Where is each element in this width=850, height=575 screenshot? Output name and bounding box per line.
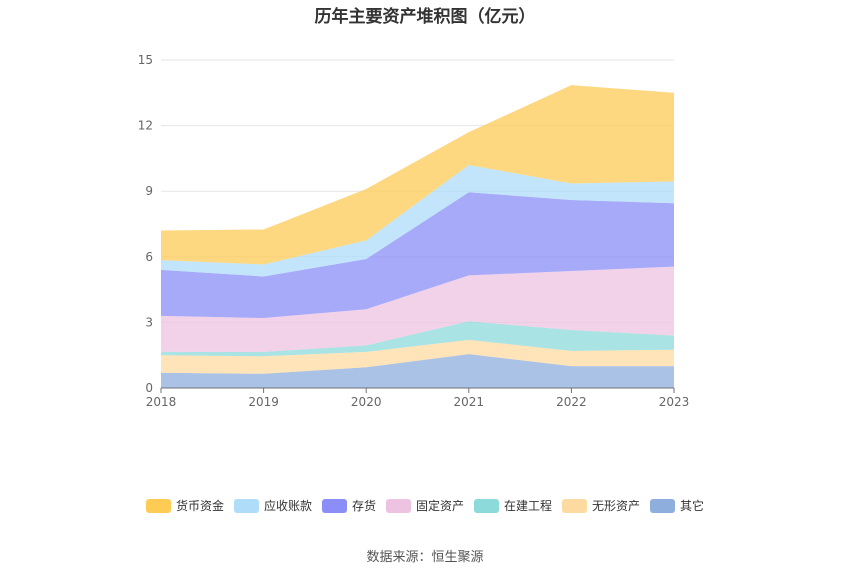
- stacked-area-chart: 0 3 6 9 12 15 2018 2019 2020 2021 2022 2023: [138, 53, 690, 409]
- legend-swatch: [385, 498, 411, 513]
- legend-item[interactable]: 固定资产: [385, 497, 464, 514]
- y-tick-label: 12: [138, 119, 153, 133]
- x-tick-label: 2022: [556, 395, 587, 409]
- chart-title: 历年主要资产堆积图（亿元）: [314, 7, 536, 27]
- legend-swatch: [474, 498, 499, 513]
- area-固定资产[interactable]: [161, 266, 674, 352]
- source-note: 数据来源：恒生聚源: [366, 550, 484, 565]
- legend-item[interactable]: 应收账款: [233, 497, 312, 514]
- legend-swatch: [145, 498, 171, 513]
- legend-swatch: [650, 498, 676, 513]
- area-series: [161, 85, 674, 388]
- x-tick-label: 2018: [146, 395, 177, 409]
- legend-item[interactable]: 存货: [321, 497, 376, 514]
- x-tick-label: 2023: [659, 395, 690, 409]
- legend-swatch: [562, 498, 588, 513]
- y-tick-label: 15: [138, 53, 153, 67]
- y-tick-label: 6: [145, 250, 153, 264]
- legend-label: 存货: [351, 499, 376, 513]
- y-tick-label: 9: [145, 184, 153, 198]
- legend-label: 货币资金: [175, 499, 224, 513]
- legend-label: 无形资产: [592, 499, 641, 513]
- x-tick-label: 2021: [454, 395, 485, 409]
- legend-item[interactable]: 在建工程: [474, 497, 552, 514]
- legend-swatch: [321, 498, 347, 513]
- x-tick-label: 2019: [248, 395, 279, 409]
- area-应收账款[interactable]: [161, 164, 674, 277]
- legend-label: 其它: [680, 499, 705, 513]
- legend-swatch: [233, 498, 259, 513]
- y-tick-label: 3: [145, 315, 153, 329]
- legend-item[interactable]: 无形资产: [562, 497, 640, 514]
- axes: 0 3 6 9 12 15 2018 2019 2020 2021 2022 2023: [138, 53, 690, 409]
- area-在建工程[interactable]: [161, 321, 674, 357]
- legend: 货币资金 应收账款 存货 固定资产 在建工程 无形资产 其它: [0, 497, 850, 514]
- area-其它[interactable]: [161, 354, 674, 388]
- legend-label: 在建工程: [504, 499, 553, 513]
- y-tick-label: 0: [145, 381, 153, 395]
- area-无形资产[interactable]: [161, 339, 674, 374]
- legend-item[interactable]: 其它: [650, 497, 704, 514]
- area-货币资金[interactable]: [161, 85, 674, 265]
- legend-item[interactable]: 货币资金: [145, 497, 224, 514]
- legend-label: 固定资产: [415, 499, 464, 513]
- x-tick-label: 2020: [351, 395, 382, 409]
- legend-label: 应收账款: [263, 499, 312, 513]
- area-存货[interactable]: [161, 192, 674, 319]
